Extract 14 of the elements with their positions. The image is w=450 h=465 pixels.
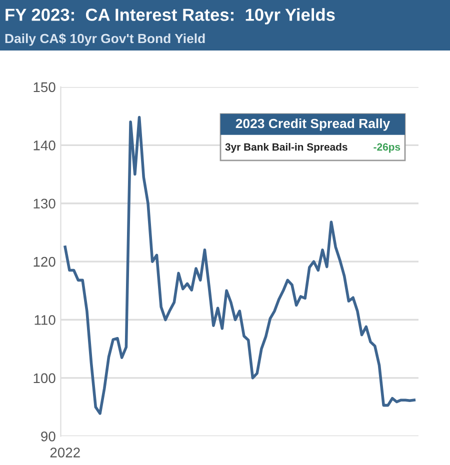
x-tick-label: 2022 [50,448,80,458]
chart-title: FY 2023: CA Interest Rates: 10yr Yields [6,8,335,24]
annotation: 3yr Bank Bail-in Spreads [225,143,348,153]
y-tick-label: 150 [34,82,56,92]
y-tick-label: 110 [34,315,56,325]
chart-subtitle: Daily CA$ 10yr Gov't Bond Yield [5,33,205,46]
y-tick-label: 130 [34,198,56,209]
y-tick-label: 90 [41,432,56,442]
y-tick-label: 100 [34,373,56,384]
annotation: -26ps [374,143,400,153]
y-tick-label: 120 [34,256,56,267]
line-series [64,116,416,415]
annotation: 2023 Credit Spread Rally [236,118,390,131]
y-tick-label: 140 [34,140,56,150]
